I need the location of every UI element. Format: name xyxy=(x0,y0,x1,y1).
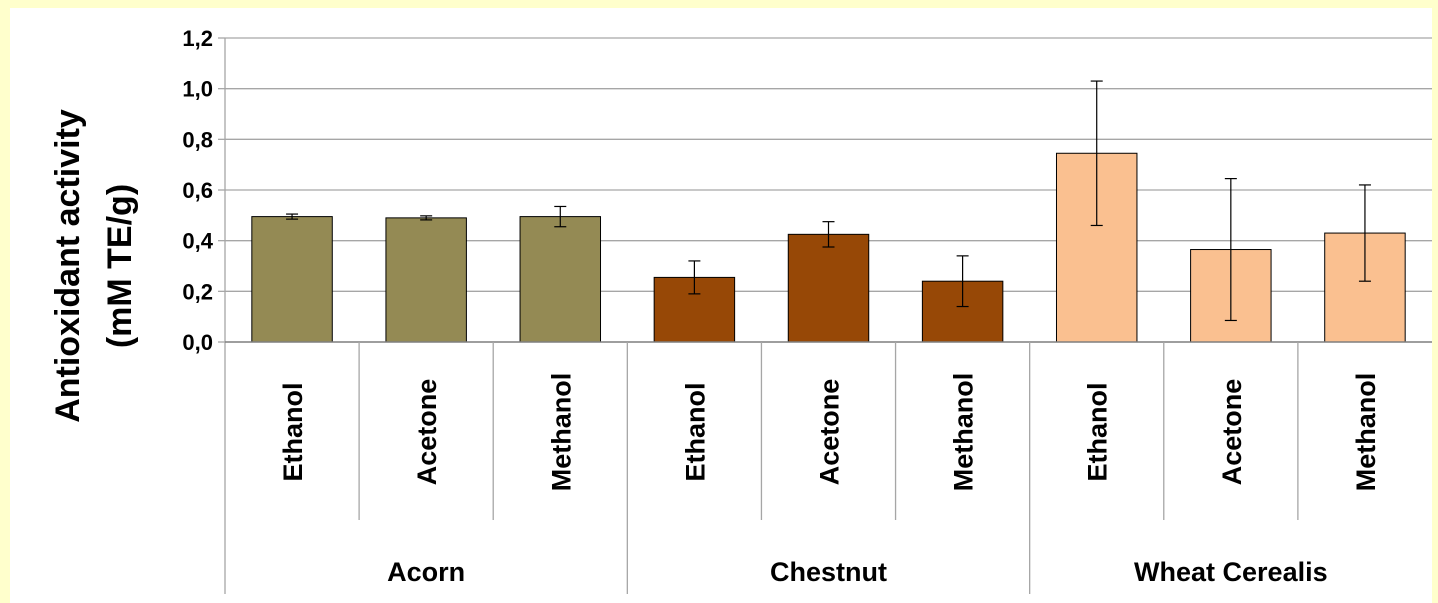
y-tick-label: 1,2 xyxy=(182,26,213,51)
y-tick-label: 0,0 xyxy=(182,330,213,355)
y-tick-label: 0,4 xyxy=(182,229,213,254)
x-tick-label: Acetone xyxy=(412,379,442,486)
group-label: Acorn xyxy=(387,557,465,587)
x-tick-label: Ethanol xyxy=(1083,383,1113,482)
y-axis-label-line1: Antioxidant activity xyxy=(49,109,87,423)
x-tick-label: Methanol xyxy=(949,373,979,492)
bar xyxy=(519,216,602,343)
bars xyxy=(251,80,1406,343)
x-tick-label: Ethanol xyxy=(278,383,308,482)
y-tick-label: 0,8 xyxy=(182,127,213,152)
x-tick-label: Ethanol xyxy=(680,383,710,482)
labels: Antioxidant activity (mM TE/g) 0,0 0,2 0,4… xyxy=(49,26,1381,587)
x-tick-label: Acetone xyxy=(815,379,845,486)
group-label: Chestnut xyxy=(770,557,887,587)
y-axis-label-line2: (mM TE/g) xyxy=(101,184,139,348)
group-label: Wheat Cerealis xyxy=(1134,557,1328,587)
x-tick-label: Methanol xyxy=(546,373,576,492)
bar xyxy=(251,216,333,343)
bar xyxy=(385,217,467,343)
axes xyxy=(218,37,1432,594)
x-tick-label: Acetone xyxy=(1217,379,1247,486)
y-tick-label: 1,0 xyxy=(182,77,213,102)
y-tick-label: 0,6 xyxy=(182,178,213,203)
bar xyxy=(787,233,870,343)
x-tick-label: Methanol xyxy=(1351,373,1381,492)
y-tick-label: 0,2 xyxy=(182,279,213,304)
